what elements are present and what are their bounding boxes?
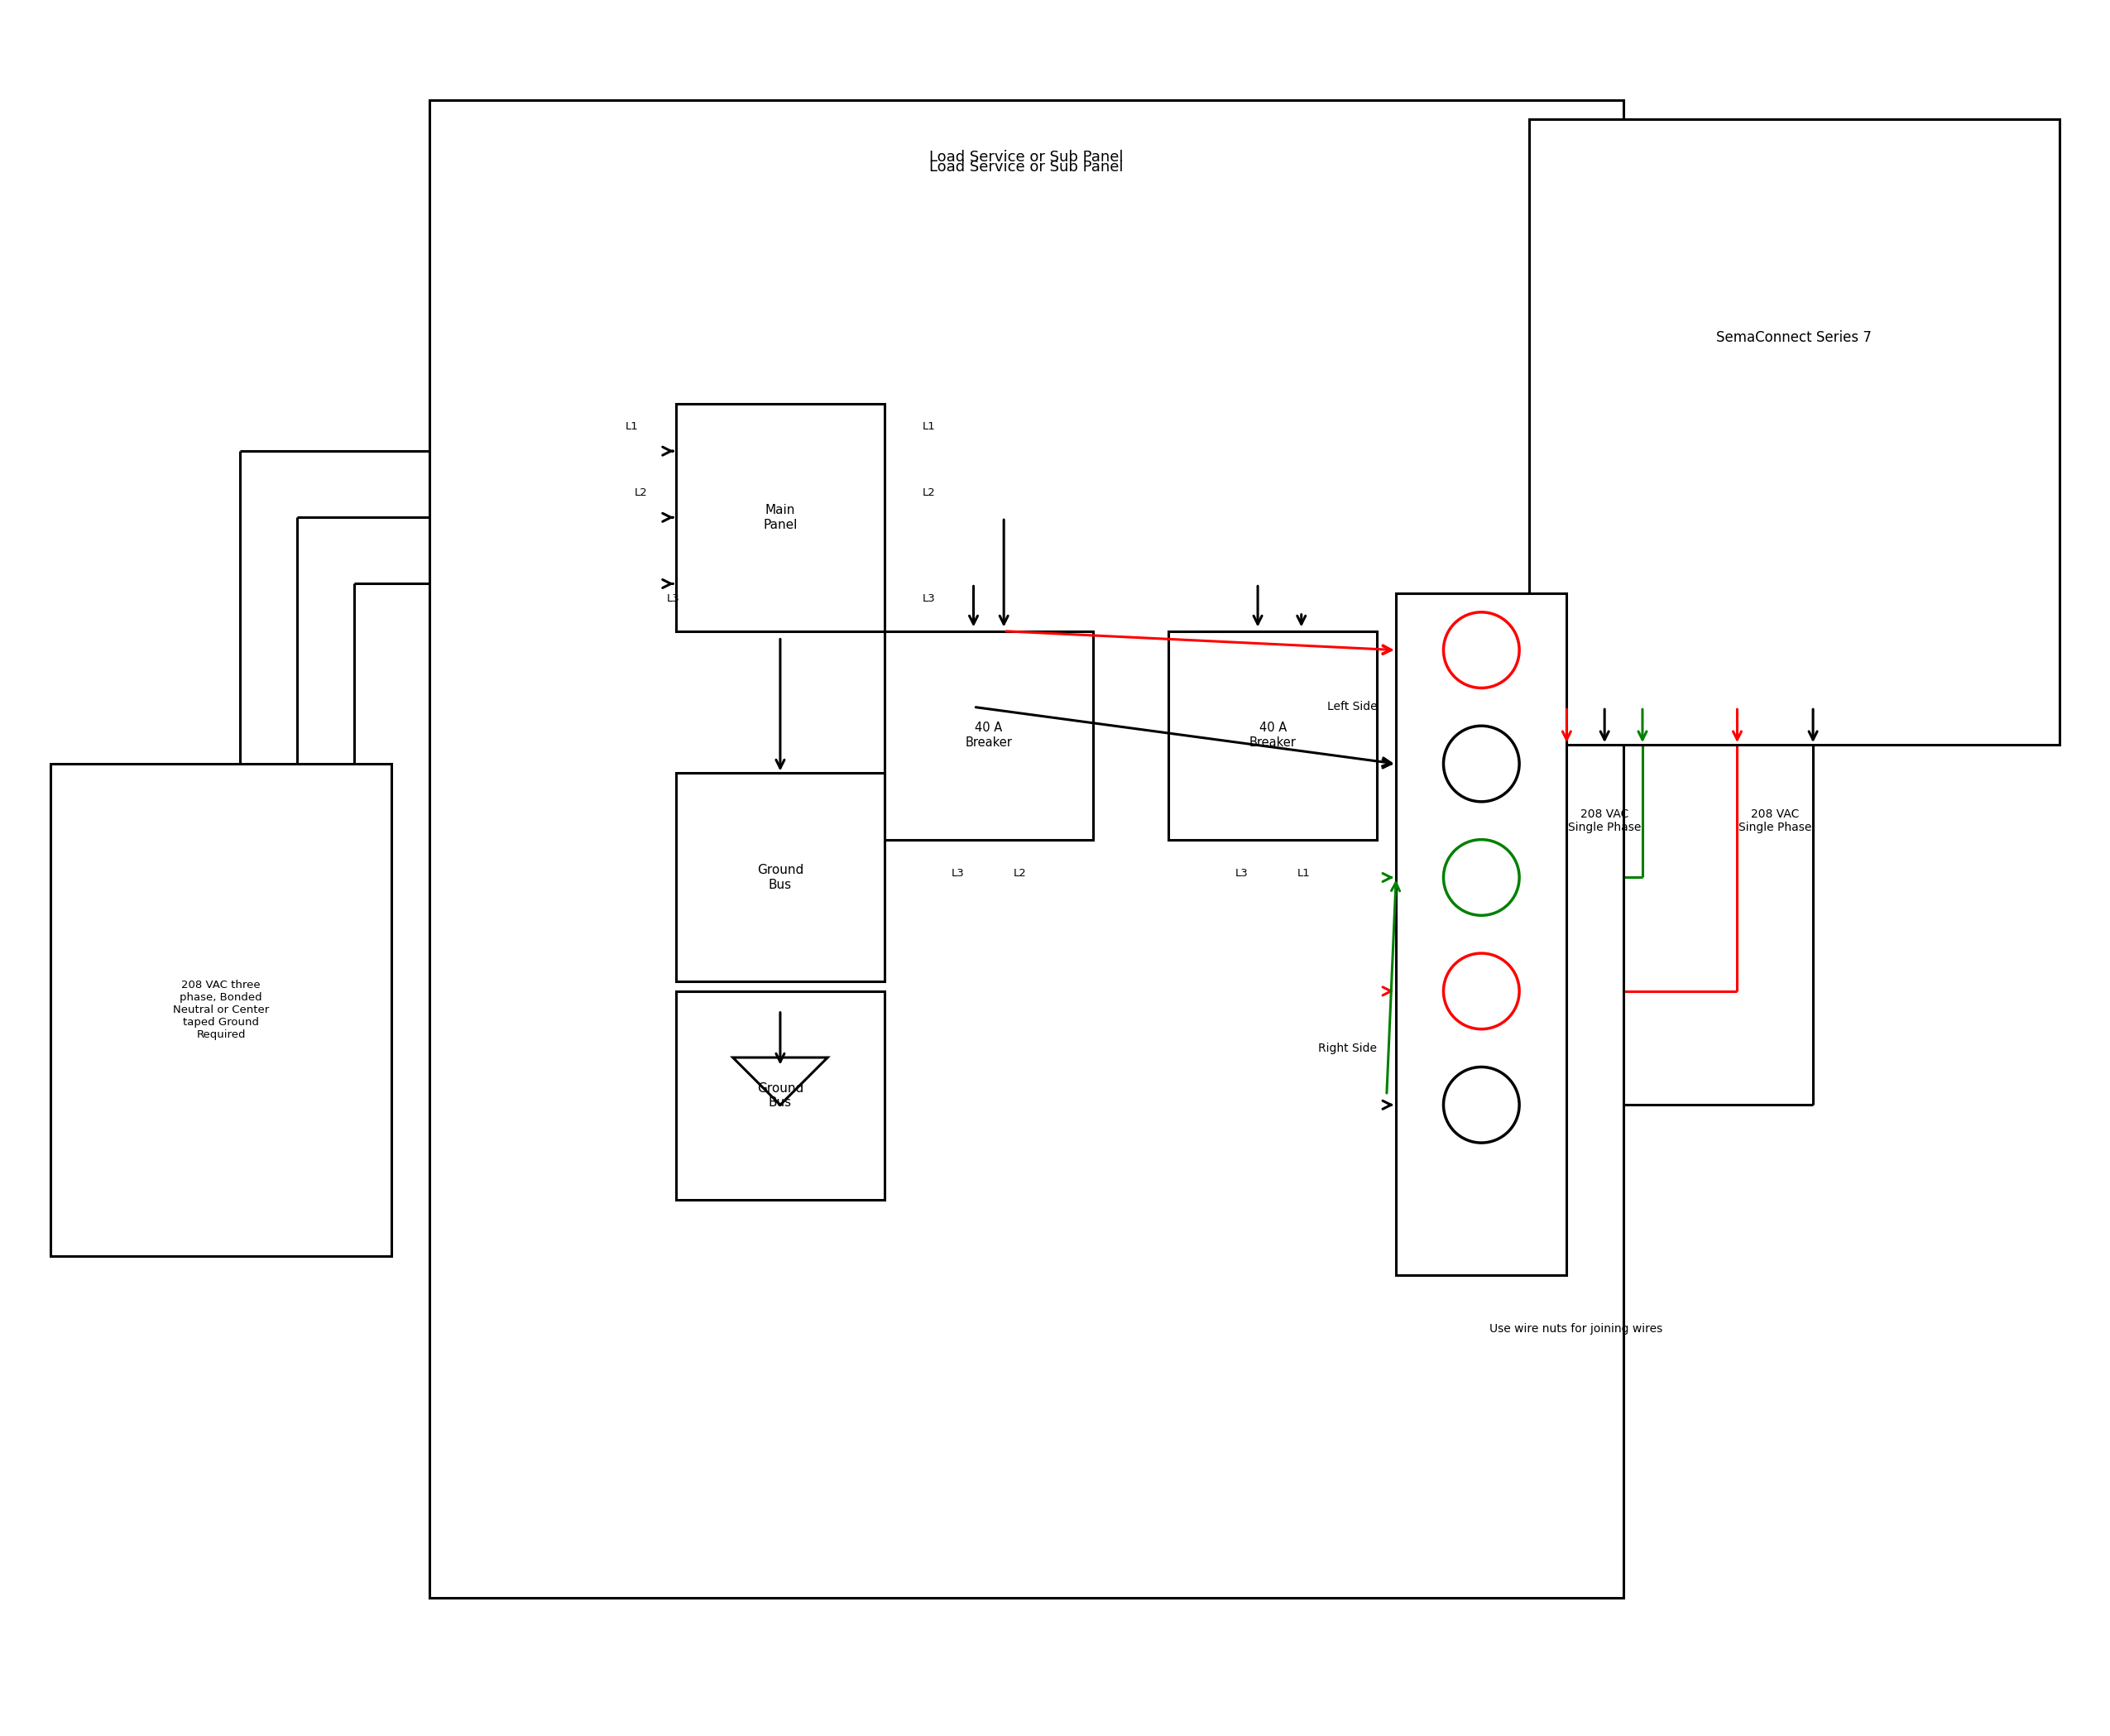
Text: 40 A
Breaker: 40 A Breaker: [1249, 722, 1296, 748]
Text: Right Side: Right Side: [1319, 1042, 1378, 1054]
Text: L3: L3: [667, 594, 679, 604]
Text: L3: L3: [1234, 868, 1249, 878]
Text: L1: L1: [1298, 868, 1310, 878]
Circle shape: [1443, 726, 1519, 802]
Bar: [1530, 120, 2059, 745]
Text: 208 VAC
Single Phase: 208 VAC Single Phase: [1568, 809, 1642, 833]
Text: L3: L3: [952, 868, 964, 878]
Text: Load Service or Sub Panel: Load Service or Sub Panel: [931, 160, 1125, 174]
Bar: [1397, 594, 1566, 1276]
Bar: [884, 632, 1093, 840]
Text: Load Service or Sub Panel: Load Service or Sub Panel: [931, 149, 1125, 165]
Text: Use wire nuts for joining wires: Use wire nuts for joining wires: [1490, 1323, 1663, 1335]
Circle shape: [1443, 953, 1519, 1029]
Text: SemaConnect Series 7: SemaConnect Series 7: [1715, 330, 1872, 345]
Text: L1: L1: [625, 422, 637, 432]
Bar: [430, 101, 1623, 1597]
Bar: [51, 764, 392, 1257]
Text: 40 A
Breaker: 40 A Breaker: [964, 722, 1013, 748]
Bar: [1169, 632, 1378, 840]
Circle shape: [1443, 840, 1519, 915]
Text: L2: L2: [635, 488, 648, 498]
Bar: [675, 773, 884, 981]
Bar: [675, 991, 884, 1200]
Text: 208 VAC
Single Phase: 208 VAC Single Phase: [1739, 809, 1812, 833]
Text: L2: L2: [922, 488, 935, 498]
Text: Ground
Bus: Ground Bus: [757, 1082, 804, 1109]
Text: L1: L1: [922, 422, 935, 432]
Circle shape: [1443, 613, 1519, 687]
Text: Left Side: Left Side: [1327, 701, 1378, 713]
Circle shape: [1443, 1068, 1519, 1142]
Text: Ground
Bus: Ground Bus: [757, 865, 804, 891]
Text: 208 VAC three
phase, Bonded
Neutral or Center
taped Ground
Required: 208 VAC three phase, Bonded Neutral or C…: [173, 979, 270, 1040]
Bar: [675, 404, 884, 632]
Text: L3: L3: [922, 594, 935, 604]
Text: L2: L2: [1013, 868, 1025, 878]
Text: Main
Panel: Main Panel: [764, 503, 798, 531]
